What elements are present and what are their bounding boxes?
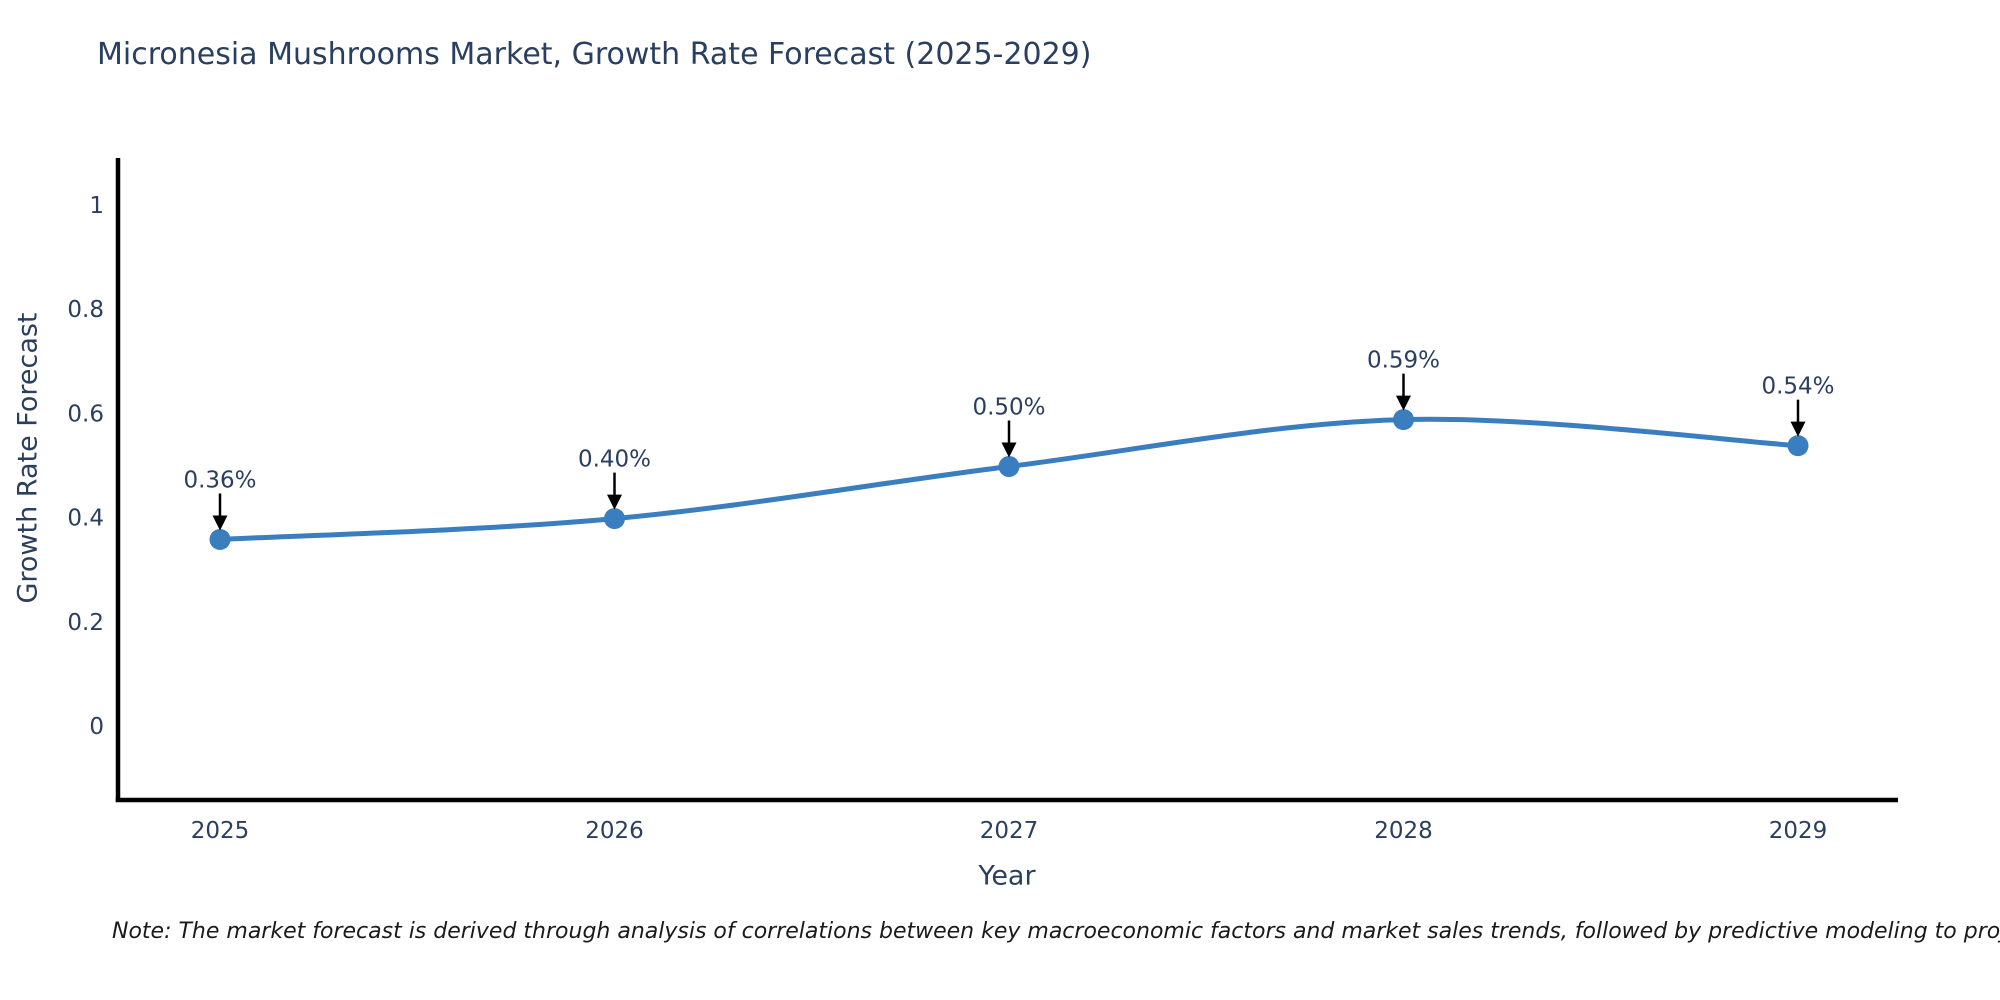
footnote: Note: The market forecast is derived thr… (112, 919, 2000, 944)
x-tick-label: 2027 (980, 818, 1039, 844)
annotation-arrowhead (1790, 421, 1806, 437)
data-point-marker (604, 508, 625, 530)
data-point-marker (209, 528, 231, 550)
point-annotation: 0.36% (183, 467, 256, 493)
annotation-arrowhead (1001, 442, 1017, 458)
point-annotation: 0.50% (972, 395, 1045, 421)
data-point-marker (1393, 409, 1414, 431)
y-tick-label: 0 (89, 714, 104, 740)
y-tick-label: 0.8 (67, 297, 104, 323)
point-annotation: 0.59% (1367, 348, 1440, 374)
annotation-arrowhead (212, 515, 228, 531)
data-point-marker (998, 456, 1020, 477)
x-tick-label: 2025 (191, 818, 250, 844)
chart-title: Micronesia Mushrooms Market, Growth Rate… (97, 37, 1092, 72)
y-tick-label: 0.6 (67, 401, 104, 427)
x-tick-label: 2026 (585, 818, 644, 844)
y-tick-label: 0.4 (67, 506, 104, 532)
x-tick-label: 2028 (1374, 818, 1433, 844)
y-axis-title: Growth Rate Forecast (12, 312, 44, 604)
x-axis-title: Year (978, 860, 1036, 892)
point-annotation: 0.40% (578, 447, 651, 473)
annotation-arrowhead (1396, 395, 1411, 411)
y-tick-label: 1 (89, 193, 104, 219)
data-point-marker (1787, 435, 1809, 457)
x-tick-label: 2029 (1769, 818, 1828, 844)
point-annotation: 0.54% (1761, 374, 1834, 400)
y-tick-label: 0.2 (67, 610, 104, 636)
annotation-arrowhead (607, 494, 622, 510)
